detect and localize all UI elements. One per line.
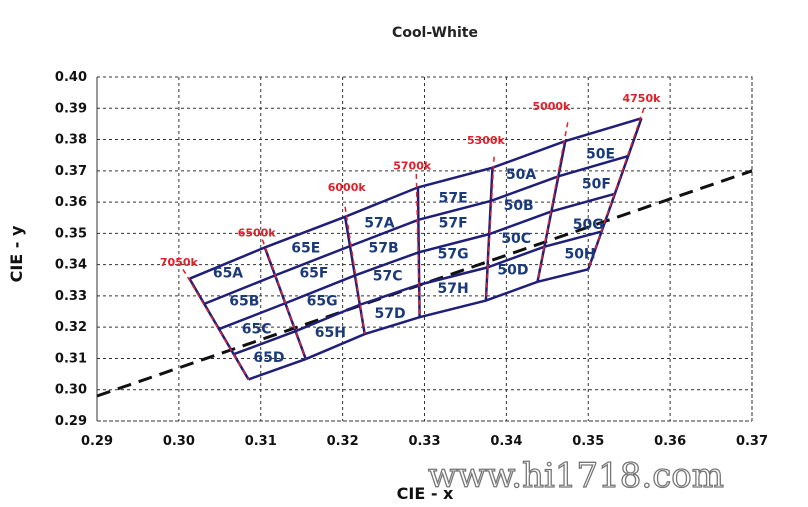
chart-title: Cool-White — [392, 25, 478, 41]
cct-label: 5000k — [532, 100, 571, 113]
x-axis-title: CIE - x — [397, 484, 454, 503]
y-axis-title: CIE - y — [7, 225, 26, 282]
cct-label: 5300k — [467, 134, 506, 147]
bin-label: 50F — [582, 176, 611, 192]
x-tick-label: 0.32 — [327, 434, 359, 449]
y-tick-label: 0.36 — [55, 195, 87, 210]
bin-label: 57B — [368, 240, 398, 256]
bin-label: 57G — [438, 247, 469, 263]
cct-dashed-marker — [344, 206, 366, 335]
bin-label: 57A — [364, 215, 394, 231]
x-tick-label: 0.37 — [736, 434, 768, 449]
x-tick-label: 0.31 — [245, 434, 277, 449]
watermark: www.hi1718.com — [428, 456, 724, 496]
x-tick-label: 0.36 — [654, 434, 686, 449]
y-tick-label: 0.31 — [55, 351, 87, 366]
x-tick-label: 0.29 — [81, 434, 113, 449]
bin-label: 57E — [439, 190, 468, 206]
plot-border — [96, 76, 753, 422]
cct-label: 6500k — [238, 226, 277, 239]
bin-label: 65C — [242, 322, 272, 338]
y-tick-label: 0.38 — [55, 133, 87, 148]
cct-dashed-marker — [182, 268, 250, 380]
cct-dashed-marker — [415, 173, 421, 318]
bin-label: 65B — [229, 294, 259, 310]
bin-label: 65E — [291, 240, 320, 256]
bin-label: 50B — [504, 198, 534, 214]
bin-label: 50D — [497, 262, 528, 278]
bin-label: 50C — [501, 231, 531, 247]
y-tick-label: 0.32 — [55, 320, 87, 335]
cct-dashed-marker — [587, 108, 645, 270]
bin-label: 57F — [439, 215, 468, 231]
bin-label: 65D — [253, 350, 284, 366]
cct-label: 6000k — [328, 181, 367, 194]
planckian-locus-line — [96, 169, 753, 398]
x-tick-label: 0.33 — [408, 434, 440, 449]
cct-dashed-marker — [261, 239, 307, 360]
bin-label: 65G — [307, 294, 338, 310]
bin-label: 50G — [573, 217, 604, 233]
y-tick-label: 0.39 — [55, 101, 87, 116]
x-tick-label: 0.34 — [490, 434, 522, 449]
cct-dashed-marker — [485, 156, 495, 301]
cct-dashed-marker — [536, 122, 569, 282]
y-tick-label: 0.37 — [55, 164, 87, 179]
bin-label: 65H — [315, 325, 346, 341]
cct-label: 4750k — [623, 92, 662, 105]
bin-label: 65F — [299, 265, 328, 281]
cct-boundary-line — [416, 187, 421, 318]
y-tick-label: 0.29 — [55, 414, 87, 429]
bin-label: 50H — [564, 247, 595, 263]
y-tick-label: 0.35 — [55, 226, 87, 241]
bin-label: 50A — [506, 167, 536, 183]
x-tick-label: 0.30 — [163, 434, 195, 449]
y-tick-label: 0.34 — [55, 258, 87, 273]
bin-label: 65A — [213, 265, 243, 281]
bin-label: 57C — [373, 269, 403, 285]
cct-label: 5700k — [393, 159, 432, 172]
x-tick-label: 0.35 — [572, 434, 604, 449]
cct-label: 7050k — [160, 256, 199, 269]
plot-area: 0.29 0.30 0.31 0.32 0.33 0.34 0.35 0.36 0.37 0.29… — [55, 70, 768, 449]
y-tick-label: 0.30 — [55, 383, 87, 398]
y-tick-label: 0.40 — [55, 70, 87, 85]
bin-label: 50E — [586, 147, 615, 163]
y-tick-label: 0.33 — [55, 289, 87, 304]
bin-label: 57H — [438, 281, 469, 297]
bin-label: 57D — [375, 306, 406, 322]
